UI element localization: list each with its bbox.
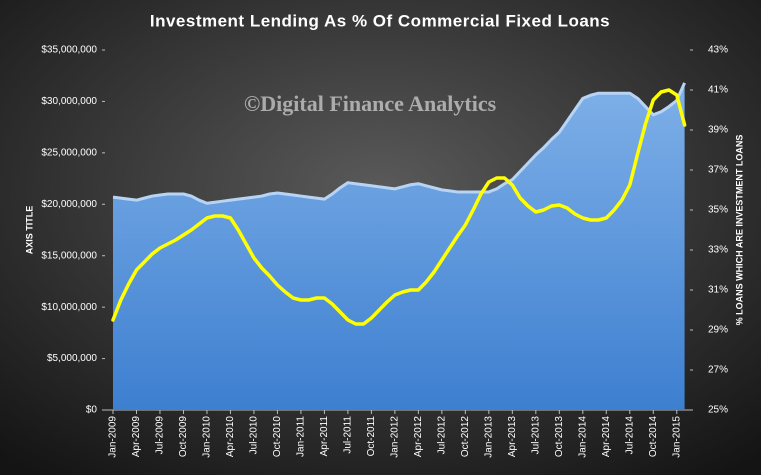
x-tick-label: Jan-2013 xyxy=(483,416,494,458)
y-tick-label: $25,000,000 xyxy=(41,147,97,158)
x-tick-label: Jul-2012 xyxy=(437,416,448,455)
x-tick-label: Oct-2010 xyxy=(272,416,283,458)
x-tick-label: Jul-2010 xyxy=(249,416,260,455)
x-tick-label: Apr-2010 xyxy=(225,416,236,458)
y-tick-label: $30,000,000 xyxy=(41,96,97,107)
x-tick-label: Oct-2011 xyxy=(366,416,377,457)
x-tick-label: Oct-2013 xyxy=(554,416,565,458)
y2-tick-label: 27% xyxy=(708,365,728,376)
y-tick-label: $0 xyxy=(86,405,98,416)
x-tick-label: Jul-2011 xyxy=(343,416,354,454)
x-tick-label: Jan-2011 xyxy=(296,416,307,457)
x-tick-label: Apr-2011 xyxy=(319,416,330,457)
y2-tick-label: 33% xyxy=(708,245,728,256)
chart-title: Investment Lending As % Of Commercial Fi… xyxy=(150,11,610,30)
plot-area: $0 $5,000,000 $10,000,000 $15,000,000 $20,00… xyxy=(41,45,728,458)
y2-tick-label: 37% xyxy=(708,165,728,176)
x-tick-label: Jan-2009 xyxy=(108,416,119,458)
y2-tick-label: 43% xyxy=(708,45,728,56)
x-tick-label: Oct-2014 xyxy=(648,416,659,458)
y2-tick-label: 35% xyxy=(708,205,728,216)
x-tick-label: Apr-2013 xyxy=(507,416,518,458)
x-tick-label: Jan-2010 xyxy=(202,416,213,458)
x-tick-label: Jul-2014 xyxy=(624,416,635,455)
watermark: ©Digital Finance Analytics xyxy=(244,91,497,116)
area xyxy=(113,82,685,411)
x-tick-label: Jan-2014 xyxy=(577,416,588,458)
y2-tick-label: 39% xyxy=(708,125,728,136)
y-axis-title: AXIS TITLE xyxy=(24,206,34,255)
y2-tick-label: 31% xyxy=(708,285,728,296)
y2-tick-label: 41% xyxy=(708,85,728,96)
y-tick-label: $20,000,000 xyxy=(41,199,97,210)
y2-axis-title: % LOANS WHICH ARE INVESTMENT LOANS xyxy=(734,135,744,326)
area-edge xyxy=(112,82,686,205)
y2-tick-label: 25% xyxy=(708,405,728,416)
x-tick-label: Apr-2012 xyxy=(413,416,424,458)
x-tick-label: Oct-2009 xyxy=(178,416,189,458)
x-tick-label: Jan-2012 xyxy=(390,416,401,458)
y-tick-label: $35,000,000 xyxy=(41,45,97,56)
y2-tick-label: 29% xyxy=(708,325,728,336)
y-tick-label: $5,000,000 xyxy=(47,353,97,364)
y-tick-label: $15,000,000 xyxy=(41,250,97,261)
x-tick-label: Apr-2009 xyxy=(131,416,142,458)
line xyxy=(111,88,687,326)
x-tick-label: Jul-2009 xyxy=(155,416,166,455)
y-tick-label: $10,000,000 xyxy=(41,302,97,313)
x-tick-label: Jan-2015 xyxy=(671,416,682,458)
x-tick-label: Jul-2013 xyxy=(530,416,541,455)
x-tick-label: Oct-2012 xyxy=(460,416,471,458)
x-tick-label: Apr-2014 xyxy=(601,416,612,458)
